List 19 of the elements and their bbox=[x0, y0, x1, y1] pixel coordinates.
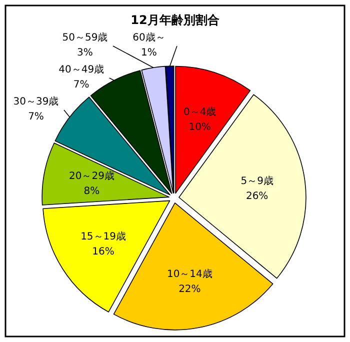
slice-label: 60歳～ bbox=[132, 32, 166, 44]
data-label: 3% bbox=[77, 48, 93, 58]
data-label: 10% bbox=[188, 122, 211, 133]
slice-label: 10～14歳 bbox=[166, 268, 212, 280]
chart-title: 12月年齢別割合 bbox=[130, 13, 220, 27]
data-label: 26% bbox=[246, 191, 268, 202]
data-label: 22% bbox=[178, 284, 201, 295]
data-label: 7% bbox=[73, 80, 90, 90]
slice-label: 0～4歳 bbox=[184, 106, 216, 118]
slice-label: 50～59歳 bbox=[62, 32, 108, 44]
slice-label: 15～19歳 bbox=[80, 230, 126, 242]
data-label: 8% bbox=[84, 186, 100, 197]
slice-label: 5～9歳 bbox=[240, 175, 274, 188]
slice-label: 30～39歳 bbox=[13, 96, 59, 108]
slice-label: 20～29歳 bbox=[69, 170, 114, 182]
data-label: 7% bbox=[28, 112, 44, 122]
data-label: 1% bbox=[141, 48, 157, 58]
slice-label: 40～49歳 bbox=[58, 64, 104, 76]
data-label: 16% bbox=[92, 246, 114, 258]
